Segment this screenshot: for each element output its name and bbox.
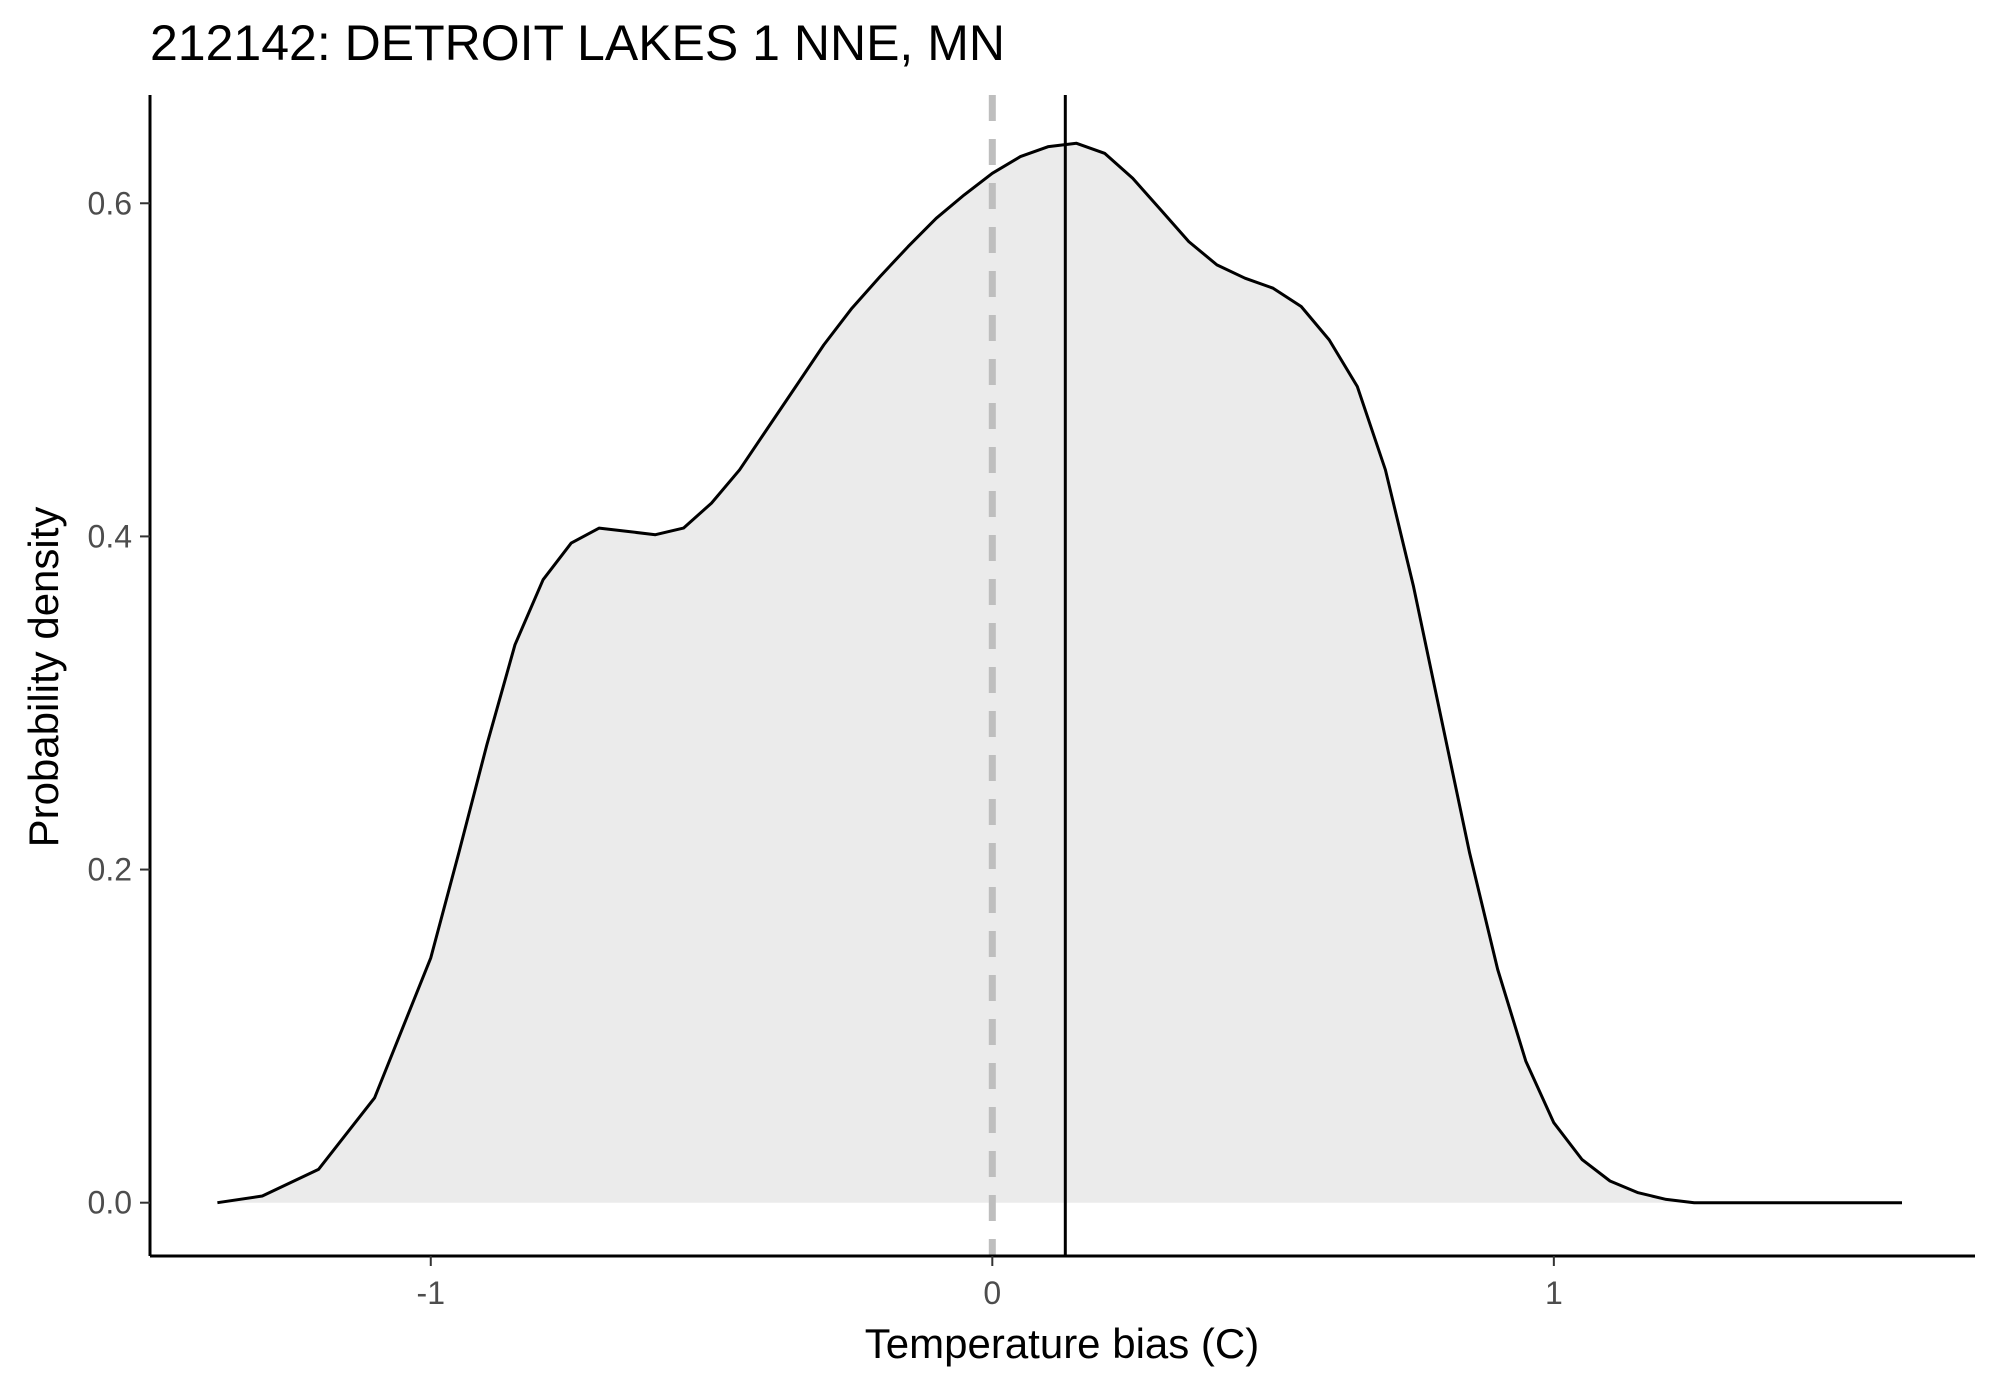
- density-curve: [217, 141, 1902, 1205]
- y-ticks: 0.0 0.2 0.4 0.6: [88, 185, 150, 1221]
- x-axis-title: Temperature bias (C): [865, 1320, 1259, 1367]
- y-tick-label: 0.4: [88, 518, 132, 554]
- plot-area: [217, 95, 1902, 1256]
- x-ticks: -1 0 1: [417, 1256, 1563, 1311]
- x-axis: -1 0 1: [150, 1254, 1975, 1311]
- y-tick-label: 0.6: [88, 185, 132, 221]
- x-tick-label: -1: [417, 1275, 445, 1311]
- y-tick-label: 0.2: [88, 852, 132, 888]
- chart-title: 212142: DETROIT LAKES 1 NNE, MN: [150, 15, 1005, 71]
- density-fill: [217, 143, 1902, 1203]
- x-tick-label: 0: [983, 1275, 1001, 1311]
- x-tick-label: 1: [1545, 1275, 1563, 1311]
- y-tick-label: 0.0: [88, 1185, 132, 1221]
- y-axis-title: Probability density: [20, 507, 67, 848]
- y-axis: 0.0 0.2 0.4 0.6: [88, 95, 152, 1256]
